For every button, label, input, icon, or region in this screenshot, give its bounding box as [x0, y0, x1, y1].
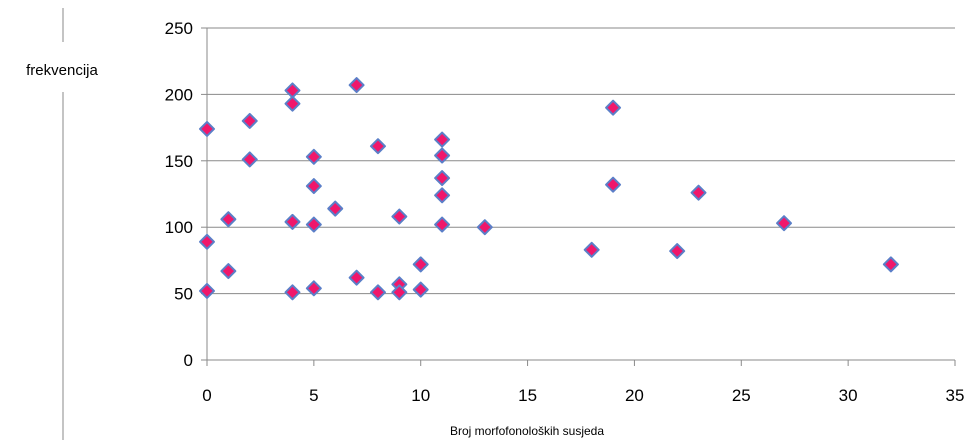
gridlines — [201, 27, 956, 366]
y-tick-label: 50 — [174, 285, 193, 304]
data-point — [284, 95, 301, 112]
data-point — [199, 282, 215, 299]
x-tick-label: 10 — [411, 386, 430, 405]
data-points — [199, 77, 899, 301]
y-tick-label: 200 — [165, 85, 193, 104]
data-point — [669, 243, 686, 260]
data-point — [241, 151, 258, 168]
data-point — [305, 148, 322, 165]
data-point — [690, 184, 707, 201]
axes — [62, 8, 208, 440]
data-point — [305, 216, 322, 233]
y-tick-label: 100 — [165, 218, 193, 237]
data-point — [284, 284, 301, 301]
data-point — [434, 147, 451, 164]
data-point — [284, 82, 301, 99]
data-point — [434, 216, 451, 233]
y-tick-labels: 0 50 100 150 200 250 — [165, 19, 193, 370]
x-tick-label: 15 — [518, 386, 537, 405]
x-tick-label: 20 — [625, 386, 644, 405]
data-point — [369, 138, 386, 155]
y-tick-label: 0 — [184, 351, 193, 370]
data-point — [327, 200, 344, 217]
x-tick-label: 30 — [839, 386, 858, 405]
data-point — [412, 281, 429, 298]
data-point — [434, 131, 451, 148]
y-axis-title: frekvencija — [26, 62, 98, 79]
data-point — [776, 215, 793, 232]
data-point — [284, 213, 301, 230]
data-point — [434, 170, 451, 187]
data-point — [241, 112, 258, 129]
data-point — [348, 77, 365, 94]
data-point — [305, 178, 322, 195]
data-point — [476, 219, 493, 236]
data-point — [199, 233, 215, 250]
data-point — [220, 211, 237, 228]
data-point — [605, 99, 622, 116]
x-axis-title: Broj morfofonoloških susjeda — [450, 424, 604, 438]
data-point — [348, 269, 365, 286]
x-tick-label: 25 — [732, 386, 751, 405]
data-point — [305, 280, 322, 297]
data-point — [220, 263, 237, 280]
data-point — [199, 120, 215, 137]
data-point — [882, 256, 899, 273]
x-tick-label: 5 — [309, 386, 318, 405]
data-point — [391, 208, 408, 225]
data-point — [434, 187, 451, 204]
data-point — [369, 284, 386, 301]
x-tick-label: 0 — [202, 386, 211, 405]
data-point — [605, 176, 622, 193]
data-point — [412, 256, 429, 273]
x-tick-label: 35 — [946, 386, 965, 405]
y-tick-label: 250 — [165, 19, 193, 38]
x-tick-labels: 0 5 10 15 20 25 30 35 — [202, 386, 964, 405]
data-point — [583, 241, 600, 258]
y-tick-label: 150 — [165, 152, 193, 171]
data-point — [391, 284, 408, 301]
